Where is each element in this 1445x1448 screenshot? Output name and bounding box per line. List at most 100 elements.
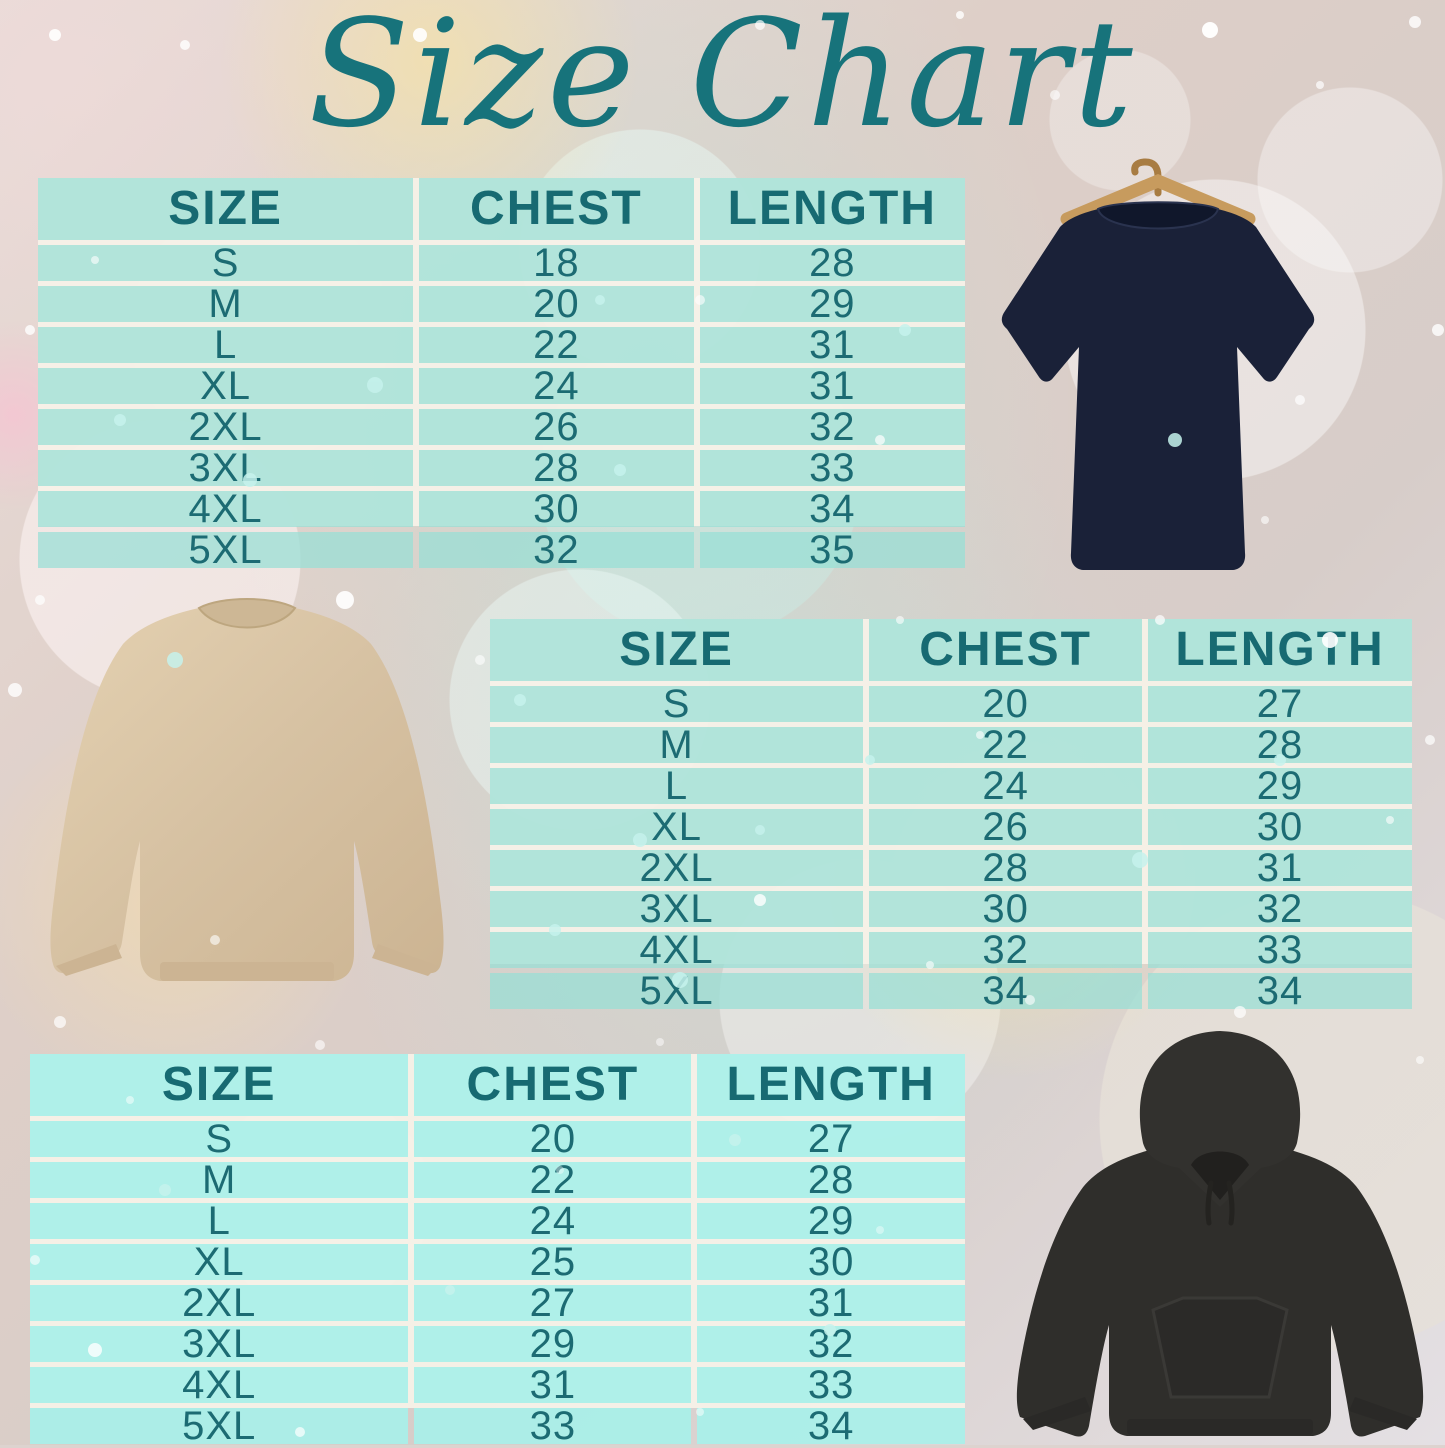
measurement-value: 31 bbox=[414, 1365, 692, 1405]
size-label: 4XL bbox=[30, 1365, 409, 1405]
measurement-value: 29 bbox=[697, 1201, 965, 1241]
size-label: 4XL bbox=[490, 930, 864, 970]
tshirt-collar bbox=[1096, 201, 1220, 230]
tan-sweatshirt-image bbox=[28, 598, 468, 1013]
column-header: SIZE bbox=[490, 619, 864, 681]
sweatshirt-cuff-left bbox=[56, 944, 122, 976]
measurement-value: 25 bbox=[414, 1242, 692, 1282]
hoodie-illustration bbox=[1016, 1031, 1424, 1437]
measurement-value: 24 bbox=[414, 1201, 692, 1241]
drawstring-left bbox=[1205, 1180, 1214, 1226]
measurement-value: 33 bbox=[699, 448, 965, 488]
sweatshirt-cuff-right bbox=[372, 944, 438, 976]
size-label: 5XL bbox=[490, 971, 864, 1011]
column-header: LENGTH bbox=[1148, 619, 1412, 681]
measurement-value: 26 bbox=[869, 807, 1143, 847]
hanger-icon bbox=[1060, 173, 1256, 226]
measurement-value: 22 bbox=[869, 725, 1143, 765]
size-label: 3XL bbox=[30, 1324, 409, 1364]
size-label: L bbox=[30, 1201, 409, 1241]
measurement-value: 29 bbox=[1148, 766, 1412, 806]
column-header: LENGTH bbox=[697, 1054, 965, 1116]
measurement-value: 32 bbox=[419, 530, 694, 570]
measurement-value: 29 bbox=[699, 284, 965, 324]
measurement-value: 27 bbox=[1148, 684, 1412, 724]
size-label: S bbox=[30, 1119, 409, 1159]
size-label: 2XL bbox=[38, 407, 414, 447]
hoodie-size-table: SIZE CHEST LENGTH S 20 27 M 22 28 L 24 29 XL 25 30 2XL 2… bbox=[30, 1054, 965, 1446]
size-label: L bbox=[490, 766, 864, 806]
kangaroo-pocket bbox=[1151, 1296, 1289, 1399]
hoodie-hood bbox=[1139, 1031, 1301, 1207]
measurement-value: 32 bbox=[869, 930, 1143, 970]
size-label: XL bbox=[38, 366, 414, 406]
measurement-value: 33 bbox=[1148, 930, 1412, 970]
column-header: SIZE bbox=[38, 178, 414, 240]
measurement-value: 30 bbox=[1148, 807, 1412, 847]
column-header: LENGTH bbox=[699, 178, 965, 240]
measurement-value: 30 bbox=[419, 489, 694, 529]
measurement-value: 27 bbox=[414, 1283, 692, 1323]
measurement-value: 24 bbox=[419, 366, 694, 406]
size-label: XL bbox=[490, 807, 864, 847]
sweatshirt-hem bbox=[160, 962, 334, 981]
size-label: 2XL bbox=[490, 848, 864, 888]
column-header: CHEST bbox=[419, 178, 694, 240]
measurement-value: 32 bbox=[697, 1324, 965, 1364]
measurement-value: 22 bbox=[419, 325, 694, 365]
measurement-value: 30 bbox=[697, 1242, 965, 1282]
measurement-value: 34 bbox=[697, 1406, 965, 1446]
measurement-value: 20 bbox=[869, 684, 1143, 724]
measurement-value: 33 bbox=[414, 1406, 692, 1446]
measurement-value: 28 bbox=[419, 448, 694, 488]
column-header: SIZE bbox=[30, 1054, 409, 1116]
sweatshirt-body bbox=[50, 608, 444, 981]
size-label: 4XL bbox=[38, 489, 414, 529]
measurement-value: 31 bbox=[699, 325, 965, 365]
size-label: 3XL bbox=[38, 448, 414, 488]
size-label: S bbox=[490, 684, 864, 724]
size-label: 3XL bbox=[490, 889, 864, 929]
column-header: CHEST bbox=[414, 1054, 692, 1116]
measurement-value: 31 bbox=[697, 1283, 965, 1323]
hood-opening bbox=[1191, 1151, 1249, 1200]
tshirt-illustration bbox=[1001, 158, 1315, 570]
size-label: M bbox=[38, 284, 414, 324]
measurement-value: 34 bbox=[869, 971, 1143, 1011]
navy-tshirt-image bbox=[975, 153, 1330, 581]
hoodie-body bbox=[1016, 1145, 1424, 1437]
size-label: 2XL bbox=[30, 1283, 409, 1323]
measurement-value: 28 bbox=[697, 1160, 965, 1200]
page-title: Size Chart bbox=[308, 0, 1137, 160]
size-label: M bbox=[30, 1160, 409, 1200]
measurement-value: 27 bbox=[697, 1119, 965, 1159]
tshirt-body bbox=[1001, 209, 1315, 570]
measurement-value: 26 bbox=[419, 407, 694, 447]
measurement-value: 20 bbox=[414, 1119, 692, 1159]
size-label: L bbox=[38, 325, 414, 365]
measurement-value: 32 bbox=[699, 407, 965, 447]
measurement-value: 28 bbox=[699, 243, 965, 283]
sweatshirt-size-table: SIZE CHEST LENGTH S 20 27 M 22 28 L 24 29 XL 26 30 2XL 2… bbox=[490, 619, 1412, 1011]
hoodie-cuff-right bbox=[1349, 1397, 1417, 1430]
measurement-value: 18 bbox=[419, 243, 694, 283]
measurement-value: 34 bbox=[699, 489, 965, 529]
measurement-value: 30 bbox=[869, 889, 1143, 929]
measurement-value: 28 bbox=[869, 848, 1143, 888]
measurement-value: 33 bbox=[697, 1365, 965, 1405]
drawstring-right bbox=[1226, 1180, 1235, 1226]
measurement-value: 31 bbox=[699, 366, 965, 406]
measurement-value: 22 bbox=[414, 1160, 692, 1200]
measurement-value: 29 bbox=[414, 1324, 692, 1364]
size-label: M bbox=[490, 725, 864, 765]
size-label: XL bbox=[30, 1242, 409, 1282]
sweatshirt-illustration bbox=[50, 598, 444, 981]
size-label: 5XL bbox=[30, 1406, 409, 1446]
tshirt-size-table: SIZE CHEST LENGTH S 18 28 M 20 29 L 22 31 XL 24 31 2XL 2… bbox=[38, 178, 965, 570]
hoodie-cuff-left bbox=[1023, 1397, 1091, 1430]
sweatshirt-collar bbox=[197, 598, 297, 629]
measurement-value: 32 bbox=[1148, 889, 1412, 929]
column-header: CHEST bbox=[869, 619, 1143, 681]
measurement-value: 35 bbox=[699, 530, 965, 570]
